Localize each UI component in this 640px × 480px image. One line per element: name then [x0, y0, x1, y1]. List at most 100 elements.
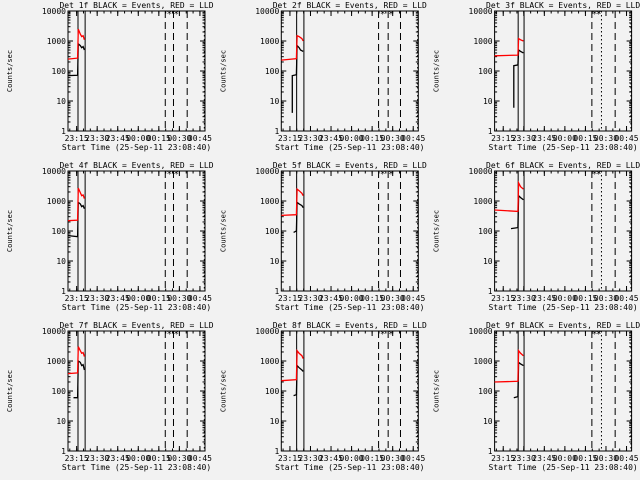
x-tick-label: 23:45 [106, 134, 130, 143]
y-tick-label: 10 [56, 417, 66, 426]
y-tick-label: 10000 [255, 167, 279, 176]
x-axis-label: Start Time (25-Sep-11 23:08:40) [275, 143, 424, 152]
y-tick-label: 1000 [47, 197, 66, 206]
x-tick-label: 00:15 [360, 294, 384, 303]
star-marker: * [380, 330, 385, 340]
y-tick-label: 1000 [473, 37, 492, 46]
events-series-line [67, 42, 86, 77]
lld-series-line [67, 346, 86, 375]
y-axis-label: Counts/sec [6, 50, 14, 92]
y-tick-label: 100 [52, 227, 67, 236]
y-tick-label: 1 [61, 287, 66, 296]
y-tick-label: 1000 [47, 37, 66, 46]
x-tick-label: 00:15 [573, 454, 597, 463]
star-marker: * [174, 10, 179, 20]
x-tick-label: 00:15 [573, 294, 597, 303]
detector-panel-2: Det 2f BLACK = Events, RED = LLD 1 10 100 10… [219, 1, 427, 152]
x-tick-label: 00:15 [147, 294, 171, 303]
x-tick-label: 00:30 [167, 294, 191, 303]
events-series-line [513, 48, 524, 108]
x-tick-label: 23:30 [512, 134, 536, 143]
star-marker: * [388, 170, 393, 180]
plot-frame [280, 170, 419, 292]
x-tick-label: 23:45 [532, 134, 556, 143]
plot-frame [494, 330, 633, 452]
star-marker: * [388, 10, 393, 20]
y-axis-label: Counts/sec [6, 210, 14, 252]
lld-series-line [494, 180, 524, 213]
y-tick-label: 1 [274, 447, 279, 456]
star-marker: * [388, 330, 393, 340]
star-marker: * [174, 330, 179, 340]
x-tick-label: 23:15 [491, 134, 515, 143]
x-tick-label: 23:45 [532, 454, 556, 463]
events-series-line [510, 194, 524, 230]
x-tick-label: 23:30 [85, 294, 109, 303]
panel-title: Det 7f BLACK = Events, RED = LLD [59, 321, 213, 330]
y-tick-label: 10000 [42, 167, 66, 176]
x-tick-label: 00:30 [381, 454, 405, 463]
plot-frame [280, 330, 419, 452]
x-tick-label: 23:45 [532, 294, 556, 303]
y-tick-label: 10000 [255, 7, 279, 16]
x-tick-label: 00:00 [553, 454, 577, 463]
x-tick-label: 23:30 [85, 454, 109, 463]
plot-frame [280, 10, 419, 132]
y-tick-label: 100 [478, 67, 493, 76]
y-tick-label: 1 [61, 127, 66, 136]
y-tick-label: 1 [488, 287, 493, 296]
detector-panel-9: Det 9f BLACK = Events, RED = LLD 1 10 100 10… [433, 321, 640, 472]
panel-title: Det 1f BLACK = Events, RED = LLD [59, 1, 213, 10]
star-marker: * [167, 330, 172, 340]
x-tick-label: 00:30 [594, 294, 618, 303]
y-tick-label: 10 [483, 257, 493, 266]
x-axis-label: Start Time (25-Sep-11 23:08:40) [62, 303, 211, 312]
y-tick-label: 10 [270, 417, 280, 426]
detector-panel-3: Det 3f BLACK = Events, RED = LLD 1 10 100 10… [433, 1, 640, 152]
y-tick-label: 10 [56, 97, 66, 106]
x-tick-label: 00:45 [401, 294, 425, 303]
y-axis-label: Counts/sec [433, 210, 441, 252]
y-tick-label: 1000 [260, 357, 279, 366]
x-tick-label: 00:30 [381, 134, 405, 143]
x-tick-label: 23:15 [65, 134, 89, 143]
detector-panel-6: Det 6f BLACK = Events, RED = LLD 1 10 100 10… [433, 161, 640, 312]
plot-frame [67, 330, 206, 452]
lld-series-line [494, 348, 524, 383]
x-tick-label: 23:45 [319, 134, 343, 143]
plot-frame [67, 170, 206, 292]
y-axis-label: Counts/sec [433, 50, 441, 92]
x-tick-label: 23:15 [65, 454, 89, 463]
y-tick-label: 1000 [473, 357, 492, 366]
x-tick-label: 23:45 [319, 294, 343, 303]
x-tick-label: 00:45 [401, 454, 425, 463]
x-tick-label: 00:30 [381, 294, 405, 303]
x-tick-label: 00:15 [147, 134, 171, 143]
x-tick-label: 00:00 [126, 294, 150, 303]
x-tick-label: 00:15 [147, 454, 171, 463]
x-tick-label: 00:30 [167, 454, 191, 463]
y-tick-label: 10 [270, 257, 280, 266]
x-tick-label: 23:30 [298, 294, 322, 303]
y-tick-label: 1 [488, 127, 493, 136]
y-tick-label: 100 [265, 227, 280, 236]
y-tick-label: 1 [488, 447, 493, 456]
x-axis-label: Start Time (25-Sep-11 23:08:40) [488, 463, 637, 472]
x-tick-label: 23:15 [491, 454, 515, 463]
y-axis-label: Counts/sec [433, 370, 441, 412]
star-marker: * [592, 170, 597, 180]
x-tick-label: 00:45 [614, 294, 638, 303]
star-marker: * [596, 170, 601, 180]
lld-series-line [67, 187, 86, 222]
y-axis-label: Counts/sec [219, 370, 227, 412]
y-tick-label: 10000 [255, 327, 279, 336]
y-tick-label: 10 [483, 417, 493, 426]
x-tick-label: 00:45 [188, 134, 212, 143]
y-tick-label: 1000 [473, 197, 492, 206]
events-series-line [73, 359, 86, 399]
x-tick-label: 00:15 [360, 134, 384, 143]
x-tick-label: 23:30 [85, 134, 109, 143]
plot-frame [494, 170, 633, 292]
events-series-line [293, 364, 304, 397]
